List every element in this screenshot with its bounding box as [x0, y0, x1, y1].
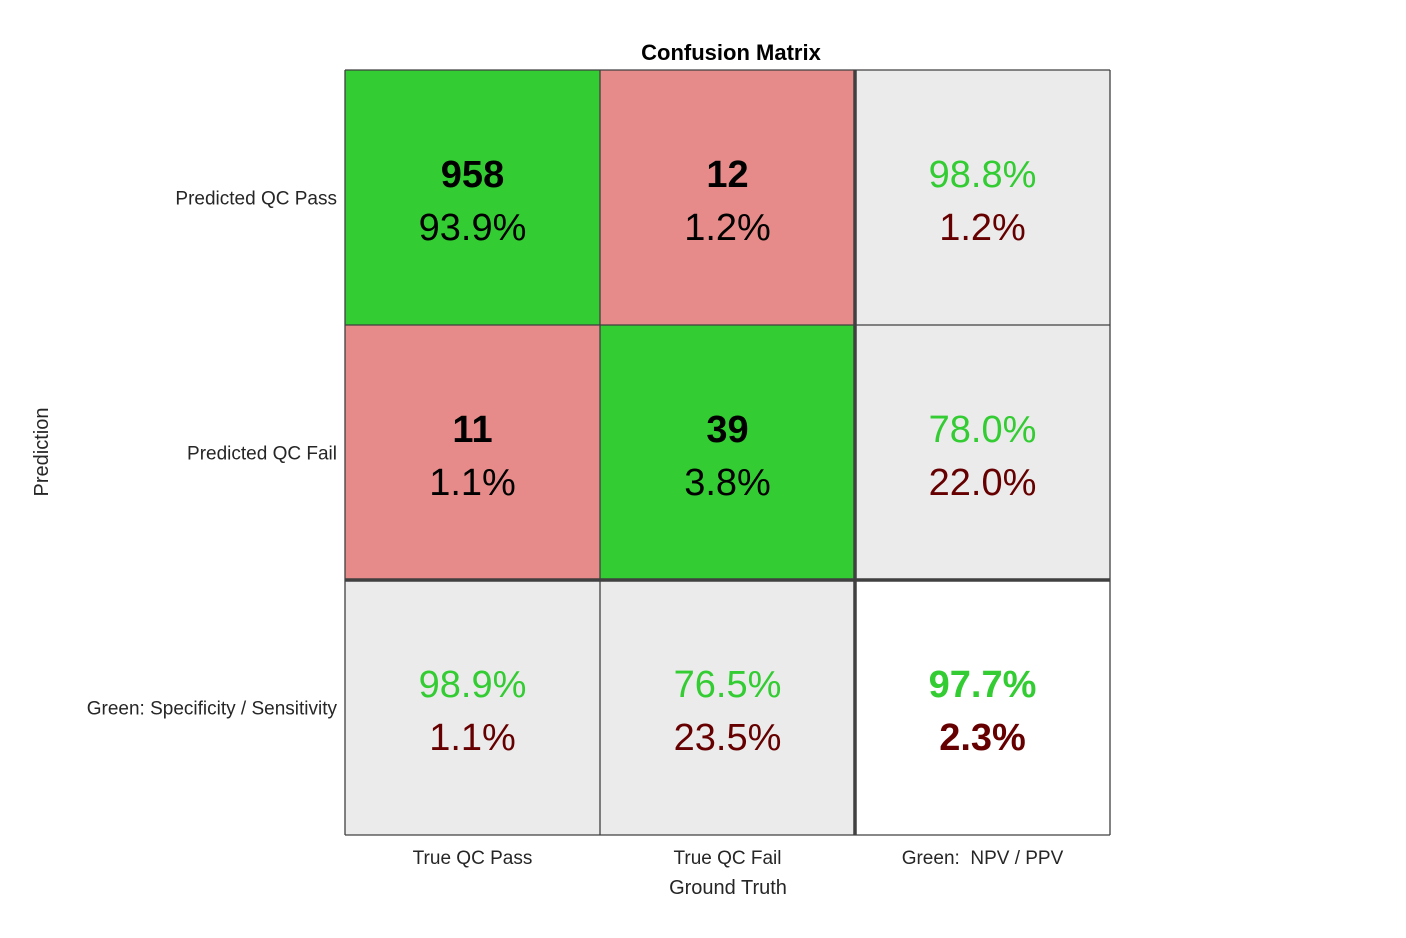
npv-ppv-value: 78.0%: [929, 409, 1037, 451]
cell-count: 39: [706, 409, 748, 451]
matrix-gridlines: [344, 69, 1111, 836]
overall-accuracy-cell: [855, 580, 1110, 835]
cell-percent: 3.8%: [684, 462, 771, 504]
cell-percent: 1.2%: [684, 207, 771, 249]
row-tick-label: Predicted QC Fail: [187, 444, 337, 465]
error-cell: [600, 70, 855, 325]
row-summary-cell: [855, 70, 1110, 325]
npv-ppv-error: 22.0%: [929, 462, 1037, 504]
specificity-sensitivity-error: 1.1%: [429, 717, 516, 759]
npv-ppv-value: 98.8%: [929, 154, 1037, 196]
overall-error-value: 2.3%: [939, 717, 1026, 759]
matrix-cell-labels: 958 93.9% 12 1.2% 98.8% 1.2% 11 1.1% 39 3.8% 78.0%…: [419, 154, 1037, 759]
column-tick-label: True QC Fail: [673, 848, 781, 869]
row-summary-cell: [855, 325, 1110, 580]
row-tick-label: Predicted QC Pass: [175, 189, 337, 210]
column-tick-label: True QC Pass: [413, 848, 533, 869]
cell-percent: 1.1%: [429, 462, 516, 504]
column-tick-label: Green: NPV / PPV: [902, 848, 1064, 869]
column-summary-cell: [600, 580, 855, 835]
specificity-sensitivity-error: 23.5%: [674, 717, 782, 759]
chart-title: Confusion Matrix: [641, 40, 821, 65]
overall-accuracy-value: 97.7%: [929, 664, 1037, 706]
row-tick-labels: Predicted QC Pass Predicted QC Fail Green:…: [87, 189, 338, 720]
column-summary-cell: [345, 580, 600, 835]
y-axis-label: Prediction: [31, 408, 53, 497]
specificity-sensitivity-value: 76.5%: [674, 664, 782, 706]
cell-count: 12: [706, 154, 748, 196]
specificity-sensitivity-value: 98.9%: [419, 664, 527, 706]
cell-count: 11: [452, 409, 492, 451]
matrix-cells: [345, 70, 1110, 835]
correct-cell: [345, 70, 600, 325]
npv-ppv-error: 1.2%: [939, 207, 1026, 249]
cell-count: 958: [441, 154, 504, 196]
correct-cell: [600, 325, 855, 580]
error-cell: [345, 325, 600, 580]
row-tick-label: Green: Specificity / Sensitivity: [87, 699, 338, 720]
x-axis-label: Ground Truth: [669, 877, 787, 899]
cell-percent: 93.9%: [419, 207, 527, 249]
column-tick-labels: True QC Pass True QC Fail Green: NPV / PPV: [413, 848, 1064, 869]
